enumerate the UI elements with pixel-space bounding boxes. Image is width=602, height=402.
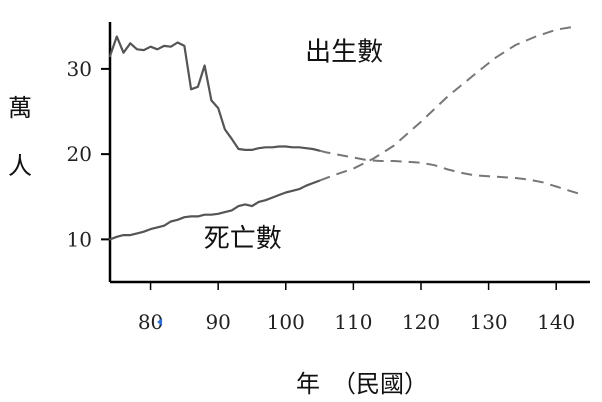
x-tick-label: 130 (469, 310, 507, 334)
series-lines (108, 25, 584, 241)
x-tick-label: 140 (537, 310, 575, 334)
x-tick-label: 110 (334, 310, 372, 334)
x-tick-label: 100 (267, 310, 305, 334)
annotation-deaths: 死亡數 (204, 224, 282, 254)
series-line-deaths-actual (108, 179, 321, 241)
annotation-births: 出生數 (305, 37, 383, 67)
y-tick-label: 20 (67, 142, 92, 166)
y-axis-label: 萬 (8, 94, 32, 122)
x-tick-label: 90 (205, 310, 230, 334)
y-axis-label: 人 (8, 152, 32, 180)
x-tick-label: 120 (402, 310, 440, 334)
series-line-births-projection (319, 149, 584, 196)
y-tick-label: 10 (67, 227, 92, 251)
stray-mark (157, 318, 163, 326)
series-line-births-actual (108, 35, 321, 152)
series-line-deaths-projection (319, 25, 577, 182)
y-tick-label: 30 (67, 57, 92, 81)
x-axis-label: 年 （民國） (296, 370, 428, 398)
